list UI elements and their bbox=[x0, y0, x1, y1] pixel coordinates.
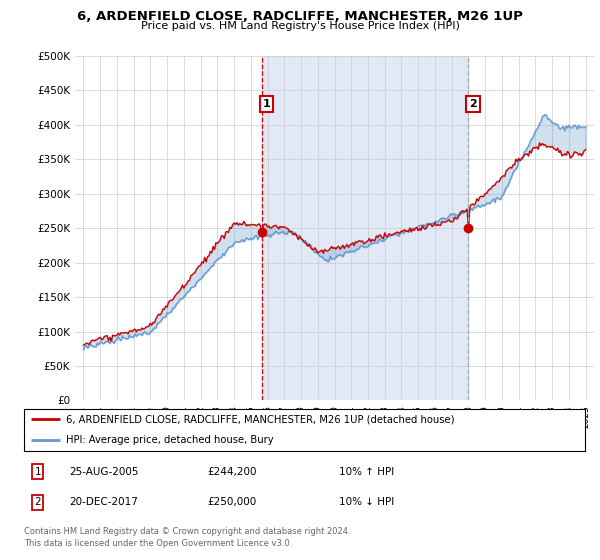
Text: 6, ARDENFIELD CLOSE, RADCLIFFE, MANCHESTER, M26 1UP (detached house): 6, ARDENFIELD CLOSE, RADCLIFFE, MANCHEST… bbox=[66, 414, 455, 424]
Text: Price paid vs. HM Land Registry's House Price Index (HPI): Price paid vs. HM Land Registry's House … bbox=[140, 21, 460, 31]
Text: 20-DEC-2017: 20-DEC-2017 bbox=[69, 497, 138, 507]
Text: 2: 2 bbox=[469, 99, 477, 109]
Text: HPI: Average price, detached house, Bury: HPI: Average price, detached house, Bury bbox=[66, 435, 274, 445]
Text: Contains HM Land Registry data © Crown copyright and database right 2024.: Contains HM Land Registry data © Crown c… bbox=[24, 528, 350, 536]
Text: 10% ↑ HPI: 10% ↑ HPI bbox=[339, 466, 394, 477]
Text: 1: 1 bbox=[34, 466, 41, 477]
Text: £244,200: £244,200 bbox=[207, 466, 257, 477]
Text: This data is licensed under the Open Government Licence v3.0.: This data is licensed under the Open Gov… bbox=[24, 539, 292, 548]
Text: 2: 2 bbox=[34, 497, 41, 507]
Text: £250,000: £250,000 bbox=[207, 497, 256, 507]
Text: 10% ↓ HPI: 10% ↓ HPI bbox=[339, 497, 394, 507]
Text: 25-AUG-2005: 25-AUG-2005 bbox=[69, 466, 139, 477]
Bar bbox=[262, 56, 468, 400]
Text: 1: 1 bbox=[263, 99, 271, 109]
Text: 6, ARDENFIELD CLOSE, RADCLIFFE, MANCHESTER, M26 1UP: 6, ARDENFIELD CLOSE, RADCLIFFE, MANCHEST… bbox=[77, 10, 523, 22]
